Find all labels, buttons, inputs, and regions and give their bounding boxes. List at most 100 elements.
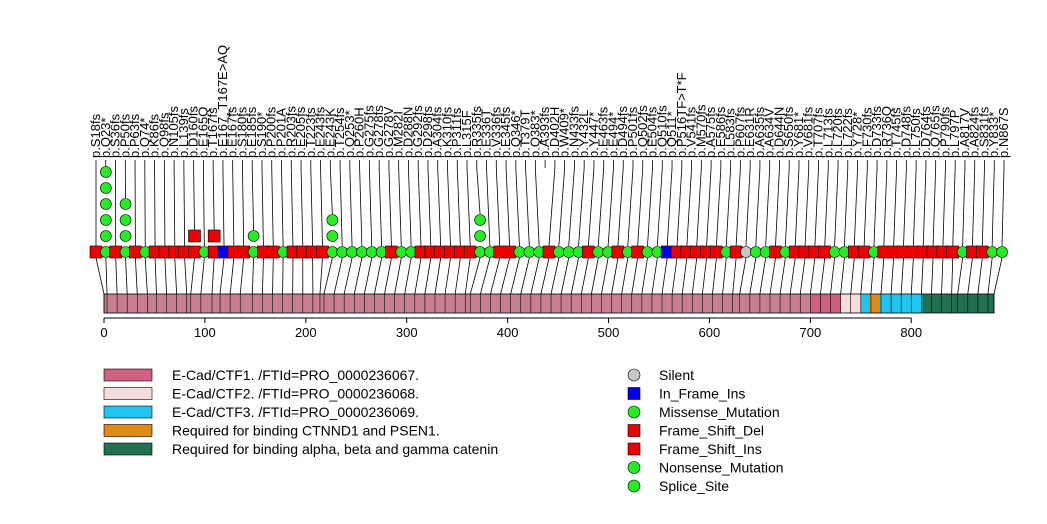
position-connector	[540, 257, 550, 295]
missense-marker	[986, 246, 998, 258]
label-connector	[912, 167, 917, 247]
mutation-label: p.A393fs	[537, 106, 552, 158]
label-connector	[437, 167, 442, 247]
missense-marker	[553, 246, 565, 258]
mutation-label: p.E167fs	[225, 106, 240, 158]
position-connector	[374, 257, 382, 295]
position-connector	[219, 257, 225, 295]
mutation-label: p.W409*	[557, 108, 572, 158]
mutation-label: p.S831fs	[976, 106, 991, 158]
missense-marker	[996, 246, 1008, 258]
mutation-label: p.Y447*	[586, 112, 601, 158]
missense-marker	[562, 246, 575, 258]
legend-mutation-marker	[627, 442, 641, 456]
mutation-label: p.Y432L	[576, 110, 591, 158]
mutation-label: p.Q346*	[508, 110, 523, 158]
position-connector	[641, 257, 648, 295]
legend-mutation-label: Nonsense_Mutation	[659, 460, 784, 476]
mutation-label: p.A304fs	[430, 106, 445, 158]
missense-marker	[346, 246, 358, 258]
position-connector	[262, 257, 264, 295]
position-connector	[820, 257, 826, 295]
position-connector	[941, 257, 944, 295]
label-connector	[271, 167, 274, 247]
label-connector	[844, 167, 849, 247]
label-connector	[656, 167, 663, 247]
label-connector	[300, 167, 304, 247]
position-connector	[174, 257, 178, 295]
label-connector	[456, 167, 461, 247]
position-connector	[830, 257, 835, 295]
mutation-label: p.E345fs	[498, 106, 513, 158]
label-connector	[495, 167, 501, 247]
missense-marker	[326, 214, 339, 226]
legend-domain-swatch	[103, 405, 153, 419]
position-connector	[520, 257, 530, 295]
position-connector	[732, 257, 737, 295]
protein-domain-bar	[103, 293, 995, 314]
missense-marker	[828, 246, 841, 258]
label-connector	[548, 167, 556, 247]
position-connector	[200, 257, 205, 295]
label-connector	[745, 167, 751, 247]
mutation-label: p.Y728*	[850, 112, 865, 158]
mutation-label: p.Y681*	[791, 112, 806, 158]
position-connector	[319, 257, 323, 295]
label-connector	[202, 167, 205, 247]
axis-tick-label: 100	[194, 325, 216, 340]
mutation-label: p.P516TF>T*F	[674, 72, 689, 158]
mutation-label: p.L750fs	[908, 108, 923, 158]
label-connector	[486, 167, 491, 247]
mutation-label: p.G278fs	[371, 105, 386, 158]
legend-mutation-marker	[627, 368, 641, 382]
mutation-label: p.E631R	[742, 107, 757, 158]
position-connector	[580, 257, 589, 295]
label-connector	[398, 167, 402, 247]
position-connector	[722, 257, 727, 295]
mutation-label: p.D748fs	[898, 105, 913, 158]
mutation-label: p.S180fs	[234, 106, 249, 158]
legend-mutation-label: Silent	[659, 367, 694, 383]
mutation-label: p.L583fs	[723, 108, 738, 158]
legend-domain-label: E-Cad/CTF2. /FTId=PRO_0000236068.	[172, 386, 419, 402]
silent-marker	[740, 246, 752, 258]
mutation-label: p.E494*	[605, 112, 620, 158]
mutation-label: p.L797P	[947, 110, 962, 158]
position-connector	[229, 257, 235, 295]
mutation-label: p.Q511*	[664, 111, 679, 158]
axis-tick-label: 700	[799, 325, 821, 340]
mutation-label: p.M282I	[391, 111, 406, 158]
position-connector	[251, 257, 254, 295]
position-connector	[920, 257, 924, 295]
label-connector	[716, 167, 722, 247]
position-connector	[490, 257, 501, 295]
label-connector	[408, 167, 412, 247]
position-connector	[967, 257, 973, 295]
mutation-label: p.D402H	[547, 107, 562, 158]
legend-mutation-marker	[627, 479, 641, 493]
label-connector	[212, 167, 215, 231]
legend-mutation-label: In_Frame_Ins	[659, 386, 745, 402]
axis-tick-label: 0	[100, 325, 107, 340]
mutation-label: p.Y833*	[986, 112, 1001, 158]
mutation-label: p.P50fs	[117, 113, 132, 158]
position-connector	[500, 257, 510, 295]
mutation-label: p.E243K	[322, 108, 337, 158]
label-connector	[232, 167, 235, 247]
label-connector	[154, 167, 156, 247]
label-connector	[329, 167, 333, 215]
legend-mutation-label: Missense_Mutation	[659, 404, 780, 420]
missense-marker	[474, 214, 486, 226]
marker-layer	[89, 166, 1008, 259]
mutation-label: p.E205fs	[293, 106, 308, 158]
position-connector	[414, 257, 422, 295]
label-connector	[666, 167, 673, 247]
label-connector	[735, 167, 741, 247]
label-connector	[981, 167, 985, 247]
label-connector	[310, 167, 314, 247]
label-connector	[853, 167, 858, 247]
position-connector	[184, 257, 188, 295]
position-connector	[749, 257, 757, 295]
mutation-label: p.Q74*	[137, 118, 152, 158]
label-connector	[466, 167, 471, 247]
